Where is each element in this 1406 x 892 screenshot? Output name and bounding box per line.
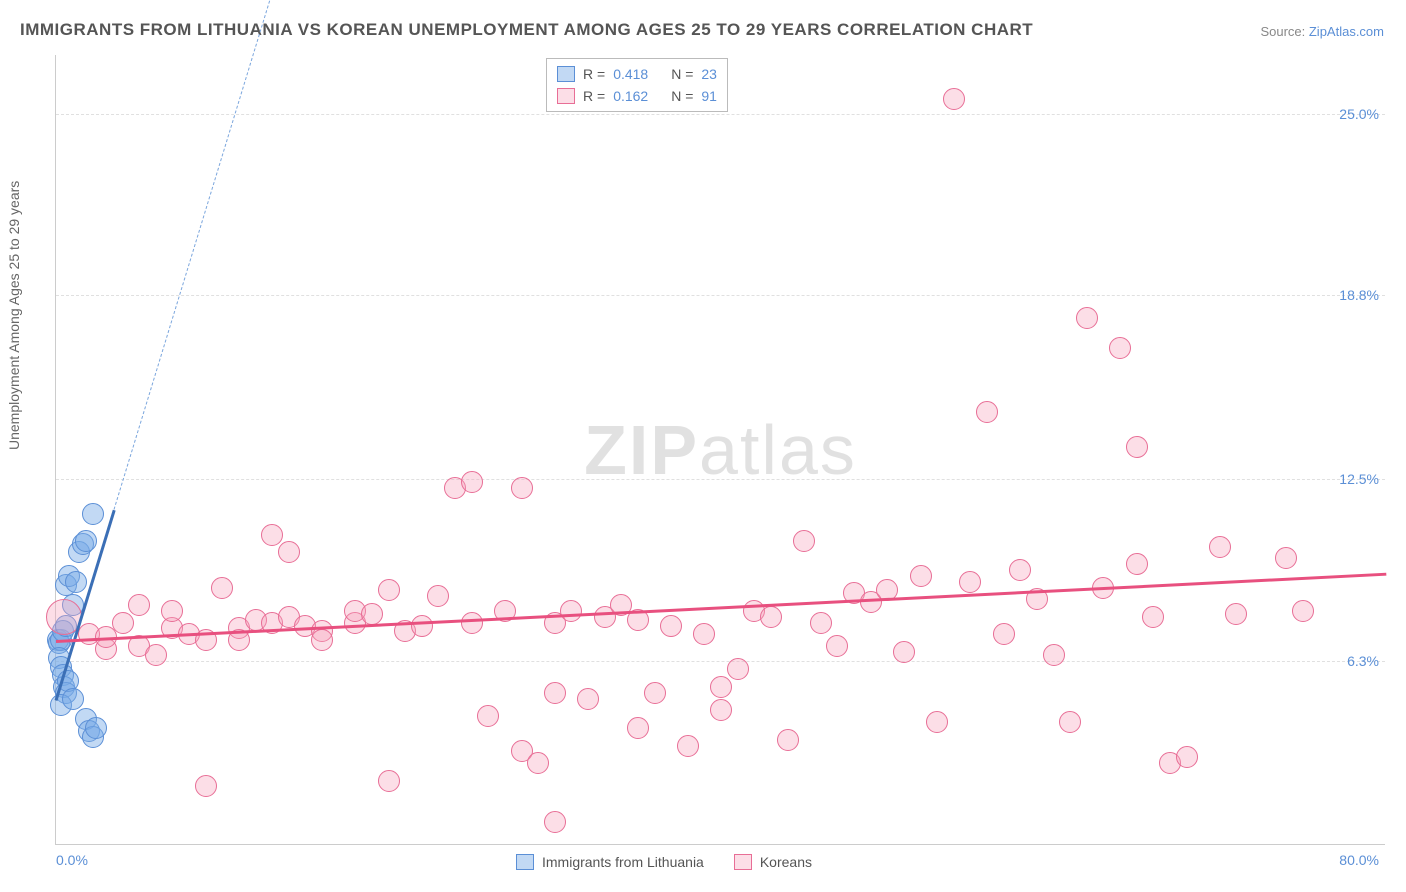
source-attribution: Source: ZipAtlas.com (1260, 24, 1384, 39)
data-point (1209, 536, 1231, 558)
data-point (910, 565, 932, 587)
x-tick-label: 0.0% (56, 852, 88, 868)
bottom-legend: Immigrants from Lithuania Koreans (516, 854, 812, 870)
stat-n-label: N = (671, 63, 693, 85)
stats-row: R = 0.418 N = 23 (557, 63, 717, 85)
legend-label: Koreans (760, 854, 812, 870)
data-point (1142, 606, 1164, 628)
stat-r-value: 0.418 (613, 63, 663, 85)
data-point (195, 775, 217, 797)
gridline (56, 661, 1385, 662)
stat-r-value: 0.162 (613, 85, 663, 107)
data-point (82, 503, 104, 525)
data-point (261, 524, 283, 546)
data-point (727, 658, 749, 680)
legend-swatch (557, 88, 575, 104)
trend-line (114, 0, 423, 509)
watermark: ZIPatlas (584, 410, 857, 490)
data-point (693, 623, 715, 645)
stat-r-label: R = (583, 63, 605, 85)
data-point (211, 577, 233, 599)
data-point (710, 676, 732, 698)
data-point (560, 600, 582, 622)
source-label: Source: (1260, 24, 1308, 39)
legend-label: Immigrants from Lithuania (542, 854, 704, 870)
data-point (1059, 711, 1081, 733)
legend-item: Immigrants from Lithuania (516, 854, 704, 870)
y-tick-label: 12.5% (1331, 471, 1379, 487)
data-point (361, 603, 383, 625)
data-point (793, 530, 815, 552)
data-point (278, 541, 300, 563)
stats-row: R = 0.162 N = 91 (557, 85, 717, 107)
data-point (461, 612, 483, 634)
data-point (544, 682, 566, 704)
data-point (943, 88, 965, 110)
chart-title: IMMIGRANTS FROM LITHUANIA VS KOREAN UNEM… (20, 20, 1033, 40)
data-point (1225, 603, 1247, 625)
data-point (378, 770, 400, 792)
data-point (161, 600, 183, 622)
stat-n-value: 23 (701, 63, 717, 85)
gridline (56, 295, 1385, 296)
stat-n-label: N = (671, 85, 693, 107)
data-point (1043, 644, 1065, 666)
legend-swatch (734, 854, 752, 870)
data-point (511, 477, 533, 499)
y-tick-label: 18.8% (1331, 287, 1379, 303)
x-tick-label: 80.0% (1339, 852, 1379, 868)
data-point (65, 571, 87, 593)
data-point (777, 729, 799, 751)
data-point (128, 594, 150, 616)
data-point (378, 579, 400, 601)
data-point (62, 688, 84, 710)
data-point (1126, 436, 1148, 458)
data-point (1009, 559, 1031, 581)
data-point (477, 705, 499, 727)
data-point (1126, 553, 1148, 575)
data-point (544, 811, 566, 833)
data-point (145, 644, 167, 666)
gridline (56, 479, 1385, 480)
y-tick-label: 25.0% (1331, 106, 1379, 122)
data-point (411, 615, 433, 637)
data-point (959, 571, 981, 593)
data-point (660, 615, 682, 637)
data-point (1275, 547, 1297, 569)
data-point (112, 612, 134, 634)
data-point (993, 623, 1015, 645)
data-point (1109, 337, 1131, 359)
gridline (56, 114, 1385, 115)
y-axis-label: Unemployment Among Ages 25 to 29 years (6, 181, 22, 450)
legend-swatch (557, 66, 575, 82)
stat-r-label: R = (583, 85, 605, 107)
data-point (926, 711, 948, 733)
data-point (461, 471, 483, 493)
data-point (1176, 746, 1198, 768)
data-point (760, 606, 782, 628)
source-link[interactable]: ZipAtlas.com (1309, 24, 1384, 39)
stats-legend: R = 0.418 N = 23 R = 0.162 N = 91 (546, 58, 728, 112)
data-point (893, 641, 915, 663)
data-point (826, 635, 848, 657)
data-point (810, 612, 832, 634)
data-point (627, 717, 649, 739)
data-point (527, 752, 549, 774)
data-point (85, 717, 107, 739)
data-point (976, 401, 998, 423)
stat-n-value: 91 (701, 85, 717, 107)
legend-item: Koreans (734, 854, 812, 870)
data-point (677, 735, 699, 757)
data-point (1076, 307, 1098, 329)
data-point (644, 682, 666, 704)
y-tick-label: 6.3% (1339, 653, 1379, 669)
data-point (427, 585, 449, 607)
data-point (1292, 600, 1314, 622)
scatter-plot: ZIPatlas R =0.418N =23R =0.162N =91 Immi… (55, 55, 1385, 845)
data-point (577, 688, 599, 710)
data-point (75, 530, 97, 552)
data-point (311, 629, 333, 651)
legend-swatch (516, 854, 534, 870)
data-point (710, 699, 732, 721)
